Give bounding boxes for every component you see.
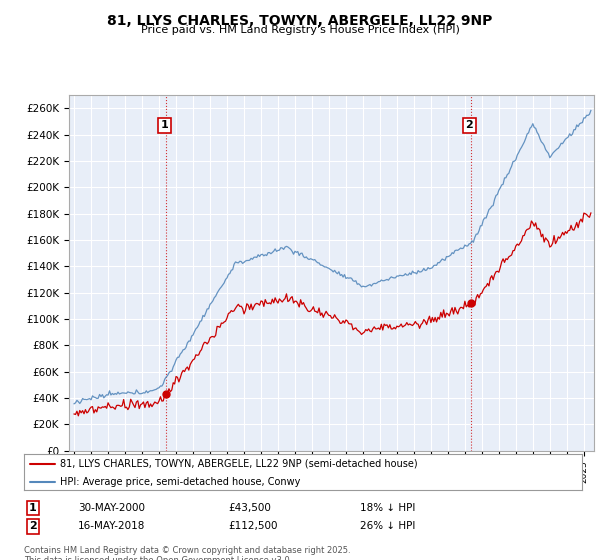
- Text: 30-MAY-2000: 30-MAY-2000: [78, 503, 145, 513]
- Text: £112,500: £112,500: [228, 521, 277, 531]
- Text: 2: 2: [29, 521, 37, 531]
- Text: 1: 1: [29, 503, 37, 513]
- Text: 16-MAY-2018: 16-MAY-2018: [78, 521, 145, 531]
- Text: 81, LLYS CHARLES, TOWYN, ABERGELE, LL22 9NP (semi-detached house): 81, LLYS CHARLES, TOWYN, ABERGELE, LL22 …: [60, 459, 418, 469]
- Text: 81, LLYS CHARLES, TOWYN, ABERGELE, LL22 9NP: 81, LLYS CHARLES, TOWYN, ABERGELE, LL22 …: [107, 14, 493, 28]
- Text: 26% ↓ HPI: 26% ↓ HPI: [360, 521, 415, 531]
- Text: 2: 2: [466, 120, 473, 130]
- Text: 1: 1: [160, 120, 168, 130]
- Text: 18% ↓ HPI: 18% ↓ HPI: [360, 503, 415, 513]
- Text: HPI: Average price, semi-detached house, Conwy: HPI: Average price, semi-detached house,…: [60, 477, 301, 487]
- Text: Price paid vs. HM Land Registry's House Price Index (HPI): Price paid vs. HM Land Registry's House …: [140, 25, 460, 35]
- Text: £43,500: £43,500: [228, 503, 271, 513]
- Text: Contains HM Land Registry data © Crown copyright and database right 2025.
This d: Contains HM Land Registry data © Crown c…: [24, 546, 350, 560]
